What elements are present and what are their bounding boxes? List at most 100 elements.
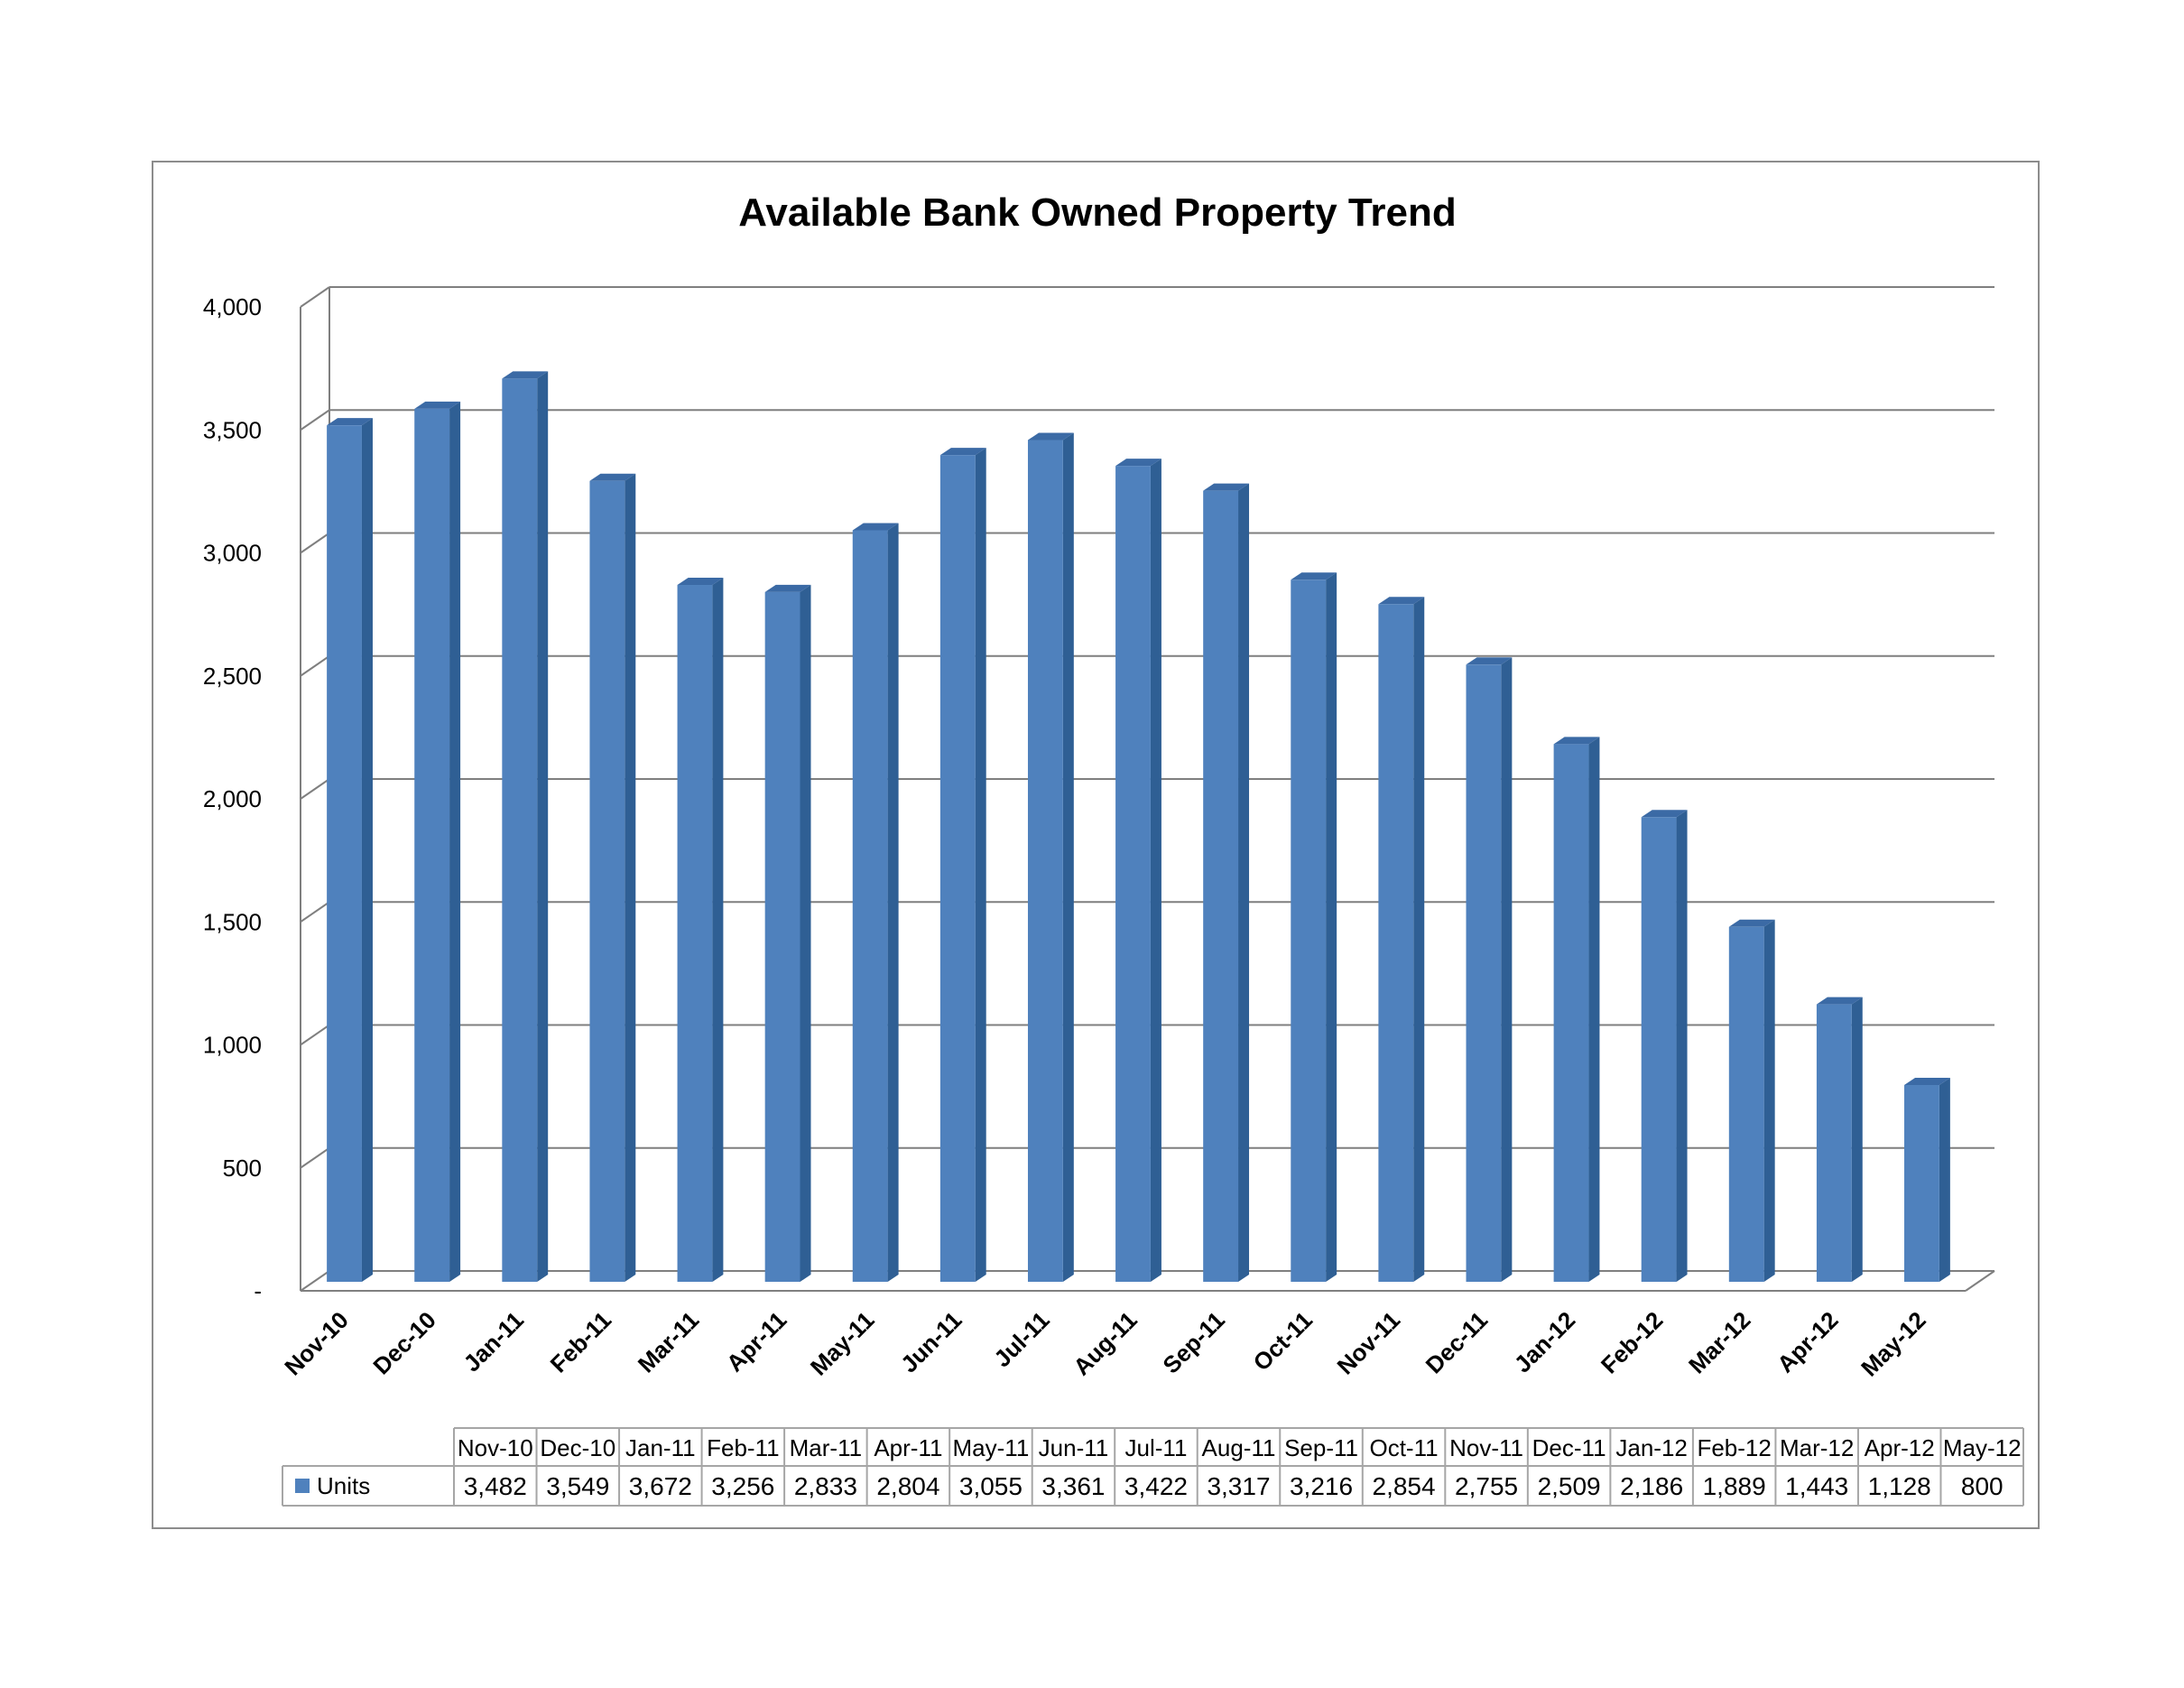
bar-top [852,523,899,531]
bar [1728,926,1764,1282]
gridline-depth [300,778,330,800]
bar-top [327,418,373,426]
table-header-cell: Jul-11 [1125,1434,1188,1461]
bar-side [712,578,724,1282]
table-header-cell: Dec-10 [540,1434,615,1461]
bar-side [800,584,811,1282]
bar-side [1939,1078,1950,1282]
bar-side [1851,997,1863,1282]
table-value-cell: 3,216 [1290,1472,1353,1500]
bar [939,455,976,1282]
bar [852,530,888,1282]
table-header-cell: Apr-12 [1865,1434,1935,1461]
bar-side [1501,657,1513,1282]
table-value-cell: 3,549 [546,1472,609,1500]
table-value-cell: 2,833 [794,1472,857,1500]
bar-side [975,448,986,1282]
table-value-cell: 2,186 [1620,1472,1683,1500]
gridline-depth [300,1146,330,1169]
gridline-depth [300,286,330,308]
x-axis: Nov-10 Dec-10 Jan-11 Feb-11 Mar-11 Apr-11 May-… [279,1306,1930,1382]
chart-title: Available Bank Owned Property Trend [738,190,1456,235]
bar-top [589,473,636,481]
x-tick-label: May-11 [805,1306,880,1381]
y-tick-label: 500 [223,1155,262,1182]
bar [1203,490,1239,1282]
bar-side [1676,810,1688,1282]
bar-side [1413,597,1425,1282]
table-header-cell: Jan-11 [625,1434,696,1461]
bar [764,591,800,1282]
x-tick-label: Apr-12 [1772,1306,1843,1377]
bar-top [939,448,986,456]
bar-side [887,523,899,1282]
bar-side [1326,572,1337,1282]
bar-side [1150,459,1161,1282]
x-tick-label: Dec-11 [1421,1306,1493,1378]
bar-top [1466,657,1513,665]
table-header-cell: Feb-12 [1697,1434,1771,1461]
bar-side [1763,919,1775,1282]
y-tick-label: 3,500 [203,416,262,443]
bar [1553,744,1589,1282]
legend-swatch [295,1479,310,1493]
table-header-cell: Sep-11 [1284,1434,1358,1461]
table-value-cell: 3,317 [1207,1472,1270,1500]
bar-top [764,584,811,592]
bar [502,378,538,1282]
x-tick-label: Nov-11 [1332,1306,1406,1380]
y-tick-label: 1,500 [203,908,262,935]
bar-top [1641,810,1688,818]
y-tick-label: 3,000 [203,540,262,567]
chart-svg: Available Bank Owned Property Trend - 500… [203,190,2024,1507]
bar-top [1291,572,1337,580]
bar [414,408,450,1283]
bar-top [414,401,461,409]
table-header-cell: Jan-12 [1615,1434,1688,1461]
table-value-cell: 3,256 [711,1472,774,1500]
bar-side [449,401,461,1283]
table-value-cell: 3,361 [1041,1472,1105,1500]
gridline-depth [300,1024,330,1046]
bar [1466,664,1502,1282]
gridline-depth [300,532,330,554]
x-tick-label: Jan-12 [1509,1306,1580,1377]
table-header-cell: Apr-11 [874,1434,942,1461]
y-tick-label: 4,000 [203,293,262,320]
bar [1115,466,1151,1282]
x-tick-label: Oct-11 [1248,1306,1318,1376]
bar-top [1816,997,1863,1005]
y-tick-label: 2,500 [203,663,262,690]
gridline-depth [300,409,330,431]
bar-side [537,371,549,1282]
table-header-cell: Mar-11 [790,1434,862,1461]
table-value-cell: 3,672 [629,1472,692,1500]
bar-top [1728,919,1775,927]
table-header-cell: Aug-11 [1202,1434,1276,1461]
table-header-cell: Jun-11 [1039,1434,1109,1461]
table-value-cell: 800 [1961,1472,2004,1500]
x-tick-label: Feb-12 [1596,1306,1668,1378]
x-tick-label: Jun-11 [895,1306,967,1377]
table-value-cell: 3,422 [1124,1472,1188,1500]
x-tick-label: Aug-11 [1068,1306,1143,1381]
gridline-depth [300,901,330,923]
x-tick-label: Dec-10 [367,1306,441,1380]
floor-right-edge [1965,1270,1995,1292]
bar-top [1904,1078,1950,1085]
x-tick-label: Mar-11 [633,1306,704,1377]
table-header-cell: Mar-12 [1780,1434,1854,1461]
y-tick-label: 2,000 [203,785,262,812]
x-tick-label: May-12 [1855,1306,1931,1382]
y-tick-label: 1,000 [203,1032,262,1059]
table-value-cell: 1,128 [1868,1472,1931,1500]
y-tick-label: - [254,1277,262,1304]
table-value-cell: 1,889 [1703,1472,1766,1500]
bar-top [1553,737,1600,745]
x-tick-label: Apr-11 [721,1306,791,1377]
bar-top [1203,483,1250,491]
bars [327,371,1950,1283]
bar-top [1027,432,1074,441]
x-tick-label: Mar-12 [1683,1306,1755,1378]
table-header-cell: Nov-10 [458,1434,533,1461]
